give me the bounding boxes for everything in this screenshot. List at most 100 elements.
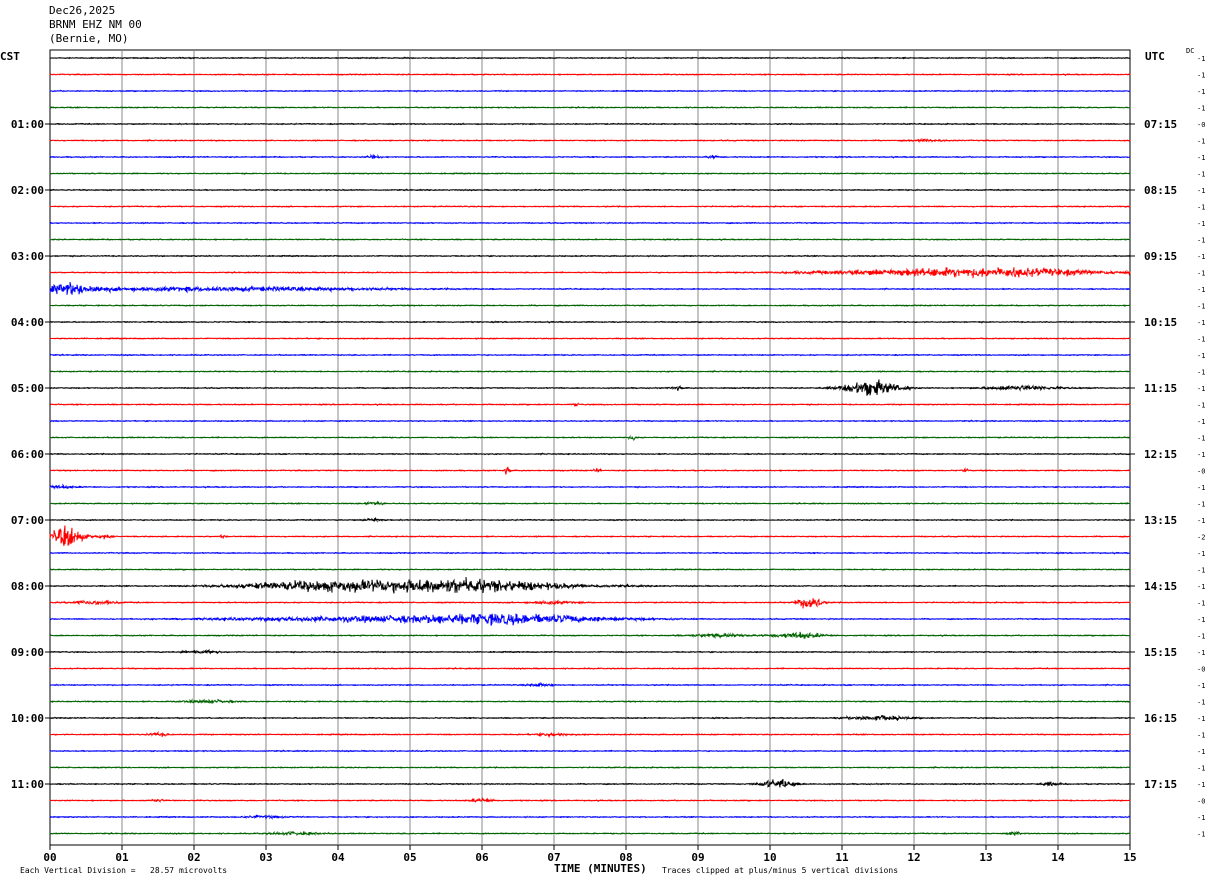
dc-offset-label: -1: [1197, 385, 1205, 393]
seismic-trace: [49, 56, 1131, 60]
dc-offset-label: -1: [1197, 253, 1205, 261]
x-tick-label: 14: [1051, 851, 1065, 864]
right-hour-label: 07:15: [1144, 118, 1177, 131]
dc-offset-label: -0: [1197, 468, 1205, 476]
dc-offset-label: -1: [1197, 352, 1205, 360]
dc-offset-label: -0: [1197, 121, 1205, 129]
dc-offset-label: -1: [1197, 270, 1205, 278]
seismic-trace: [49, 105, 1131, 110]
seismic-trace: [49, 797, 1131, 803]
seismic-trace: [49, 237, 1131, 242]
dc-label: DC: [1186, 47, 1195, 55]
dc-offset-label: -1: [1197, 319, 1205, 327]
dc-offset-label: -0: [1197, 666, 1205, 674]
seismic-trace: [49, 631, 1131, 640]
dc-offset-label: -1: [1197, 567, 1205, 575]
left-hour-label: 08:00: [11, 580, 44, 593]
dc-offset-label: -1: [1197, 286, 1205, 294]
seismic-trace: [49, 567, 1131, 572]
seismic-trace: [49, 434, 1131, 442]
dc-offset-label: -1: [1197, 220, 1205, 228]
left-hour-label: 03:00: [11, 250, 44, 263]
dc-offset-label: -1: [1197, 72, 1205, 80]
left-hour-label: 05:00: [11, 382, 44, 395]
seismic-trace: [49, 830, 1131, 837]
seismic-trace: [49, 188, 1131, 192]
vertical-division-note: Each Vertical Division = 28.57 microvolt…: [20, 866, 228, 875]
dc-offset-label: -1: [1197, 105, 1205, 113]
dc-offset-label: -1: [1197, 138, 1205, 146]
x-tick-label: 00: [43, 851, 56, 864]
seismic-trace: [49, 483, 1131, 490]
right-hour-label: 15:15: [1144, 646, 1177, 659]
seismic-trace: [49, 749, 1131, 753]
seismic-trace: [49, 369, 1131, 374]
seismic-trace: [49, 204, 1131, 209]
right-hour-label: 09:15: [1144, 250, 1177, 263]
right-hour-label: 16:15: [1144, 712, 1177, 725]
left-timezone-label: CST: [0, 50, 20, 63]
x-tick-label: 09: [691, 851, 704, 864]
x-tick-label: 08: [619, 851, 632, 864]
header-date: Dec26,2025: [49, 4, 116, 17]
x-axis-title: TIME (MINUTES): [554, 862, 647, 875]
seismic-trace: [49, 598, 1131, 609]
dc-offset-label: -1: [1197, 732, 1205, 740]
left-hour-label: 02:00: [11, 184, 44, 197]
dc-offset-label: -1: [1197, 682, 1205, 690]
x-tick-label: 02: [187, 851, 200, 864]
seismic-trace: [49, 778, 1131, 788]
seismic-trace: [49, 666, 1131, 671]
x-tick-label: 03: [259, 851, 272, 864]
left-hour-label: 04:00: [11, 316, 44, 329]
dc-offset-label: -2: [1197, 534, 1205, 542]
left-hour-label: 07:00: [11, 514, 44, 527]
seismic-trace: [49, 379, 1131, 396]
right-hour-label: 12:15: [1144, 448, 1177, 461]
right-hour-label: 14:15: [1144, 580, 1177, 593]
dc-offset-label: -1: [1197, 484, 1205, 492]
dc-offset-label: -1: [1197, 336, 1205, 344]
seismic-trace: [49, 122, 1131, 126]
dc-offset-label: -1: [1197, 418, 1205, 426]
seismic-trace: [49, 730, 1131, 739]
x-tick-label: 07: [547, 851, 560, 864]
dc-offset-label: -1: [1197, 204, 1205, 212]
x-tick-label: 04: [331, 851, 345, 864]
dc-offset-label: -1: [1197, 303, 1205, 311]
x-tick-label: 15: [1123, 851, 1136, 864]
x-tick-label: 05: [403, 851, 416, 864]
x-tick-label: 11: [835, 851, 849, 864]
seismic-trace: [49, 551, 1131, 555]
left-hour-label: 01:00: [11, 118, 44, 131]
dc-offset-label: -1: [1197, 781, 1205, 789]
dc-offset-label: -1: [1197, 748, 1205, 756]
x-tick-label: 13: [979, 851, 992, 864]
seismic-trace: [49, 72, 1131, 77]
left-hour-label: 09:00: [11, 646, 44, 659]
dc-offset-label: -1: [1197, 765, 1205, 773]
right-hour-label: 17:15: [1144, 778, 1177, 791]
left-hour-label: 06:00: [11, 448, 44, 461]
left-hour-label: 11:00: [11, 778, 44, 791]
dc-offset-label: -1: [1197, 171, 1205, 179]
dc-offset-label: -1: [1197, 402, 1205, 410]
dc-offset-label: -1: [1197, 237, 1205, 245]
dc-offset-label: -1: [1197, 451, 1205, 459]
seismic-trace: [49, 281, 1131, 295]
seismic-trace: [49, 320, 1131, 324]
dc-offset-label: -1: [1197, 616, 1205, 624]
dc-offset-label: -1: [1197, 88, 1205, 96]
seismic-trace: [49, 698, 1131, 705]
seismic-trace: [49, 304, 1131, 307]
dc-offset-label: -1: [1197, 187, 1205, 195]
dc-offset-label: -1: [1197, 633, 1205, 641]
x-tick-label: 06: [475, 851, 489, 864]
x-tick-label: 01: [115, 851, 129, 864]
dc-offset-label: -1: [1197, 550, 1205, 558]
dc-offset-label: -1: [1197, 649, 1205, 657]
seismic-trace: [49, 336, 1131, 341]
seismic-trace: [49, 500, 1131, 506]
seismic-trace: [49, 577, 1131, 594]
